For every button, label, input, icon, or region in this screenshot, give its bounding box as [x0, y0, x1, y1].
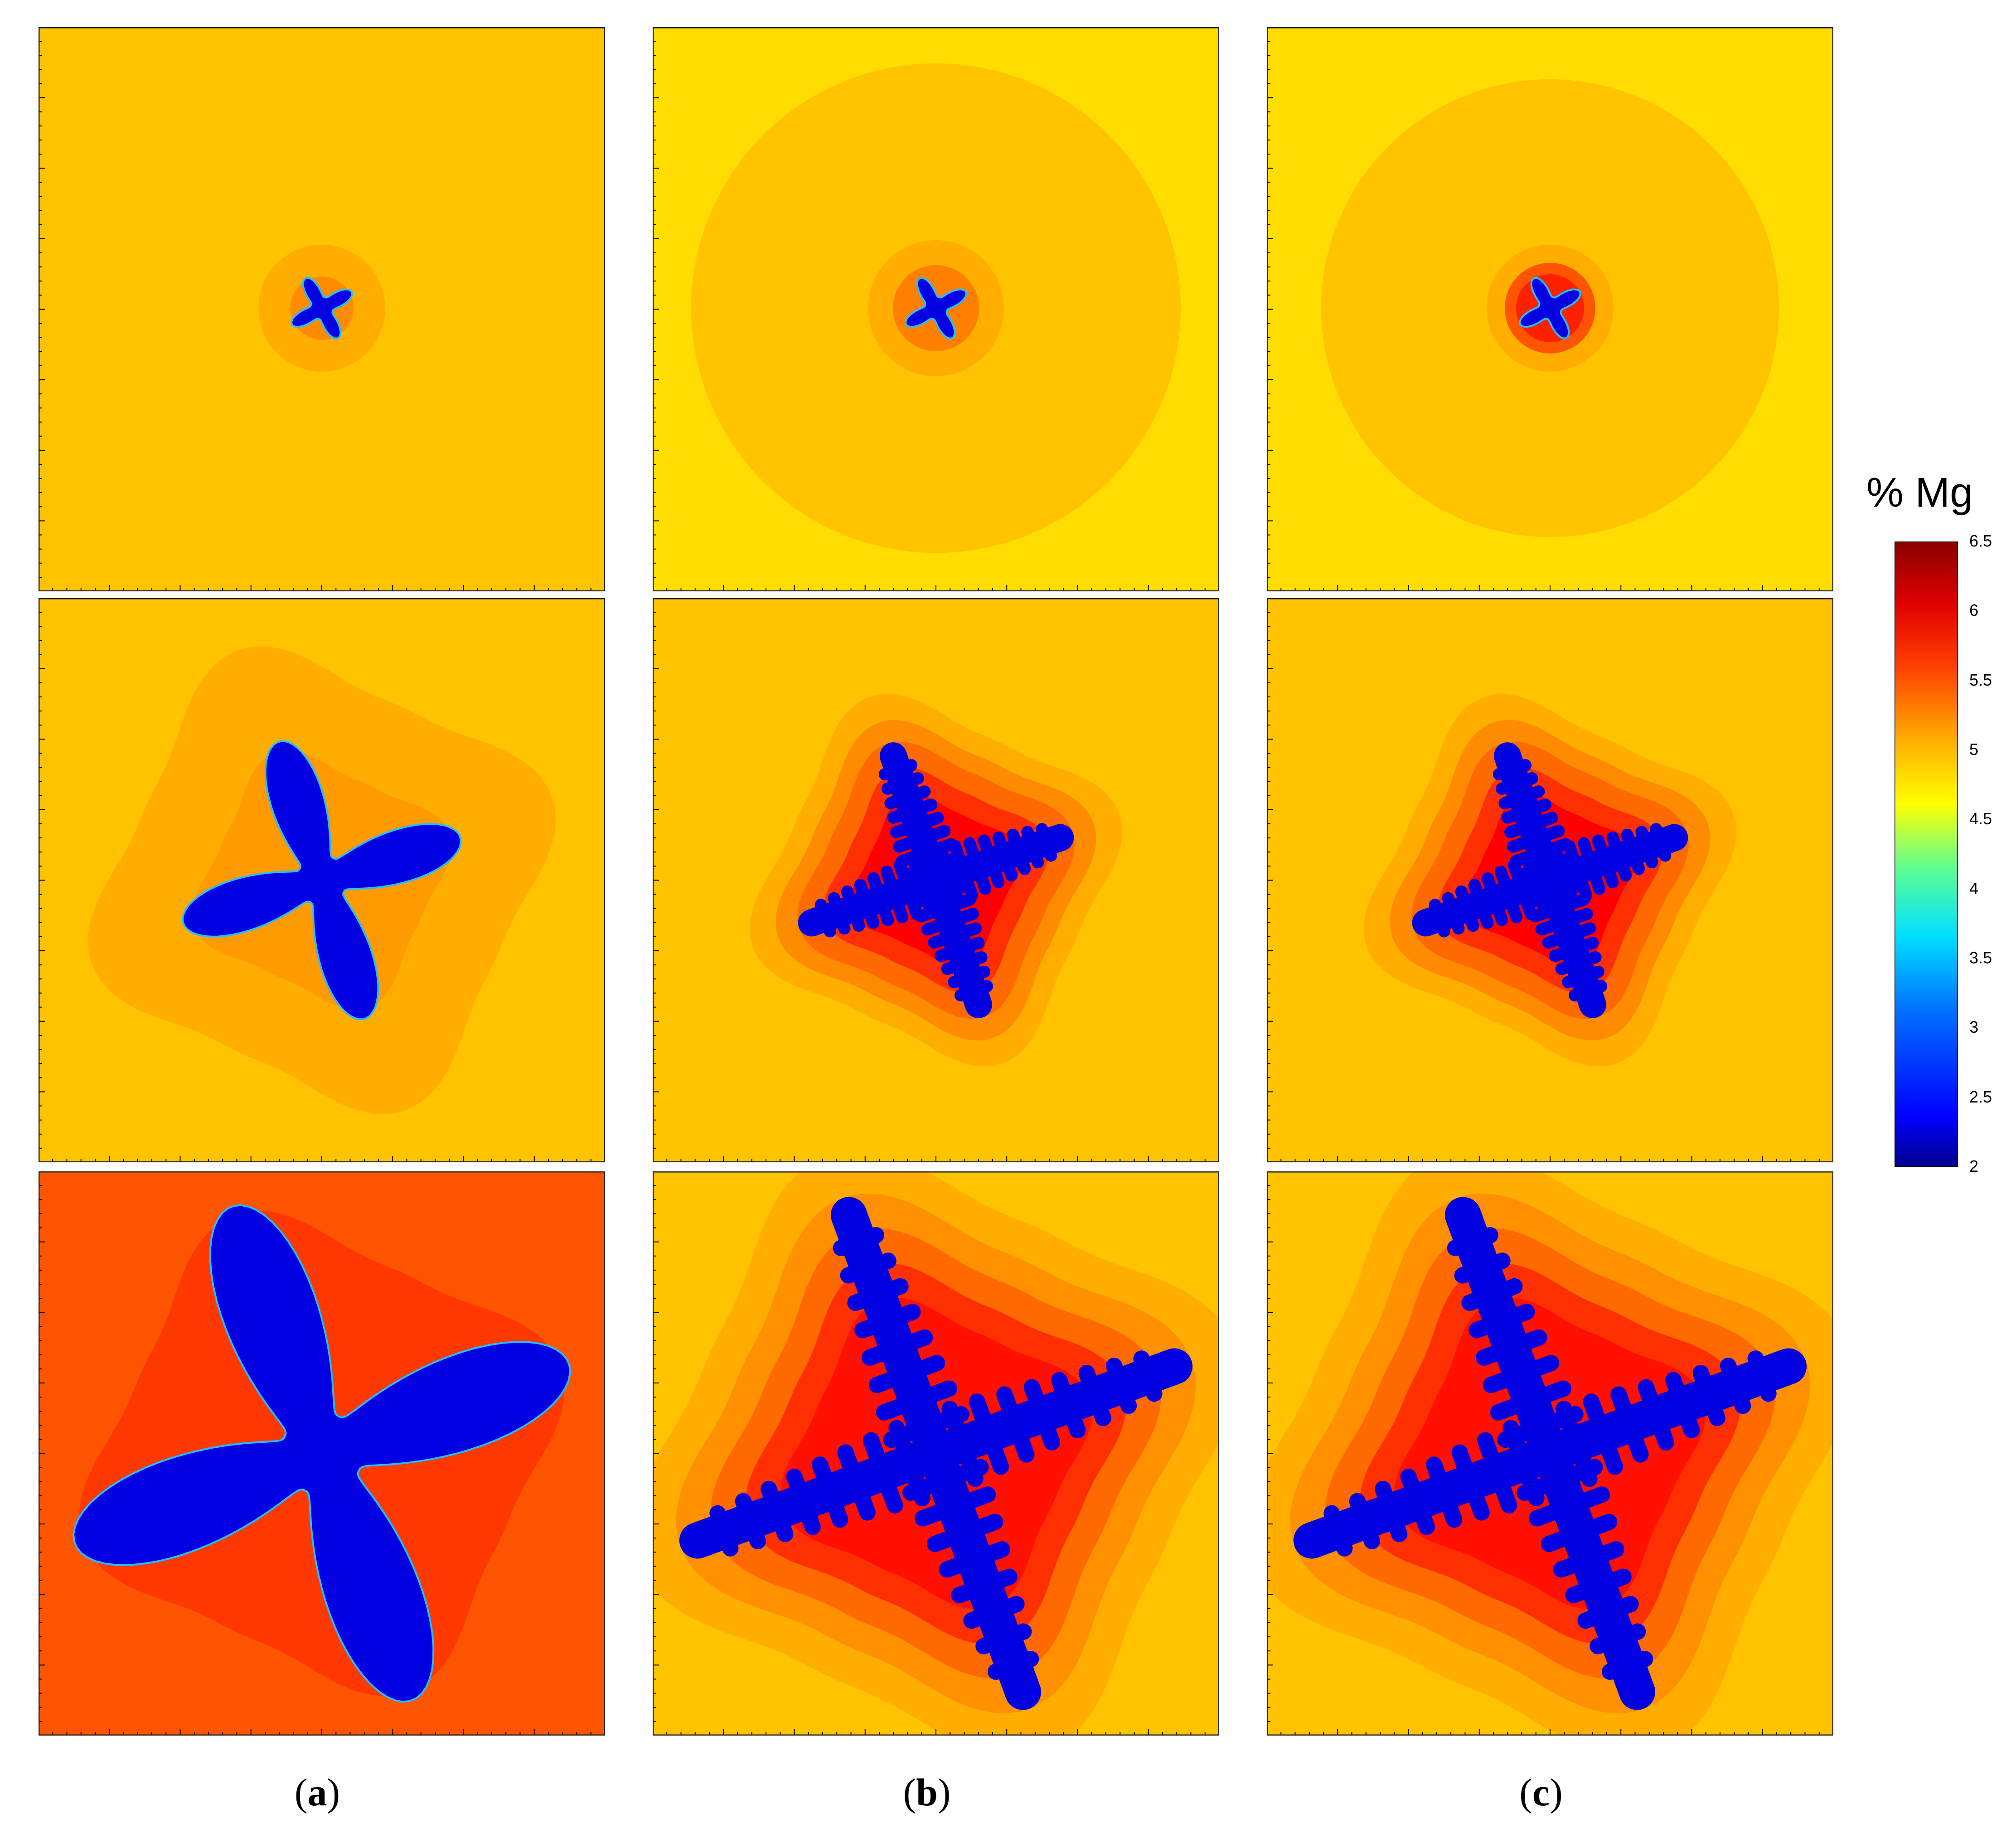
- caption-a: (a): [294, 1770, 340, 1814]
- colorbar-tick-label: 5.5: [1969, 670, 1992, 689]
- simulation-panel-1-b: [653, 27, 1219, 591]
- simulation-panel-2-c: [1267, 598, 1833, 1162]
- colorbar-tick-label: 6: [1969, 601, 1979, 620]
- colorbar: [1894, 541, 1959, 1168]
- caption-c: (c): [1519, 1770, 1563, 1814]
- colorbar-tick-label: 6.5: [1969, 532, 1992, 550]
- colorbar-tick-label: 5: [1969, 740, 1979, 759]
- simulation-panel-3-b: [653, 1171, 1219, 1736]
- simulation-panel-3-c: [1267, 1171, 1833, 1736]
- simulation-panel-2-b: [653, 598, 1219, 1162]
- colorbar-tick-label: 3.5: [1969, 948, 1992, 967]
- simulation-panel-3-a: [39, 1171, 605, 1736]
- colorbar-tick-label: 3: [1969, 1018, 1979, 1037]
- caption-b: (b): [903, 1770, 951, 1814]
- colorbar-tick-label: 4.5: [1969, 809, 1992, 828]
- colorbar-tick-label: 2.5: [1969, 1087, 1992, 1106]
- simulation-panel-1-c: [1267, 27, 1833, 591]
- colorbar-gradient: [1894, 541, 1959, 1168]
- colorbar-tick-label: 4: [1969, 879, 1979, 898]
- colorbar-tick-label: 2: [1969, 1157, 1979, 1175]
- simulation-panel-2-a: [39, 598, 605, 1162]
- colorbar-title: % Mg: [1866, 469, 1973, 516]
- simulation-panel-1-a: [39, 27, 605, 591]
